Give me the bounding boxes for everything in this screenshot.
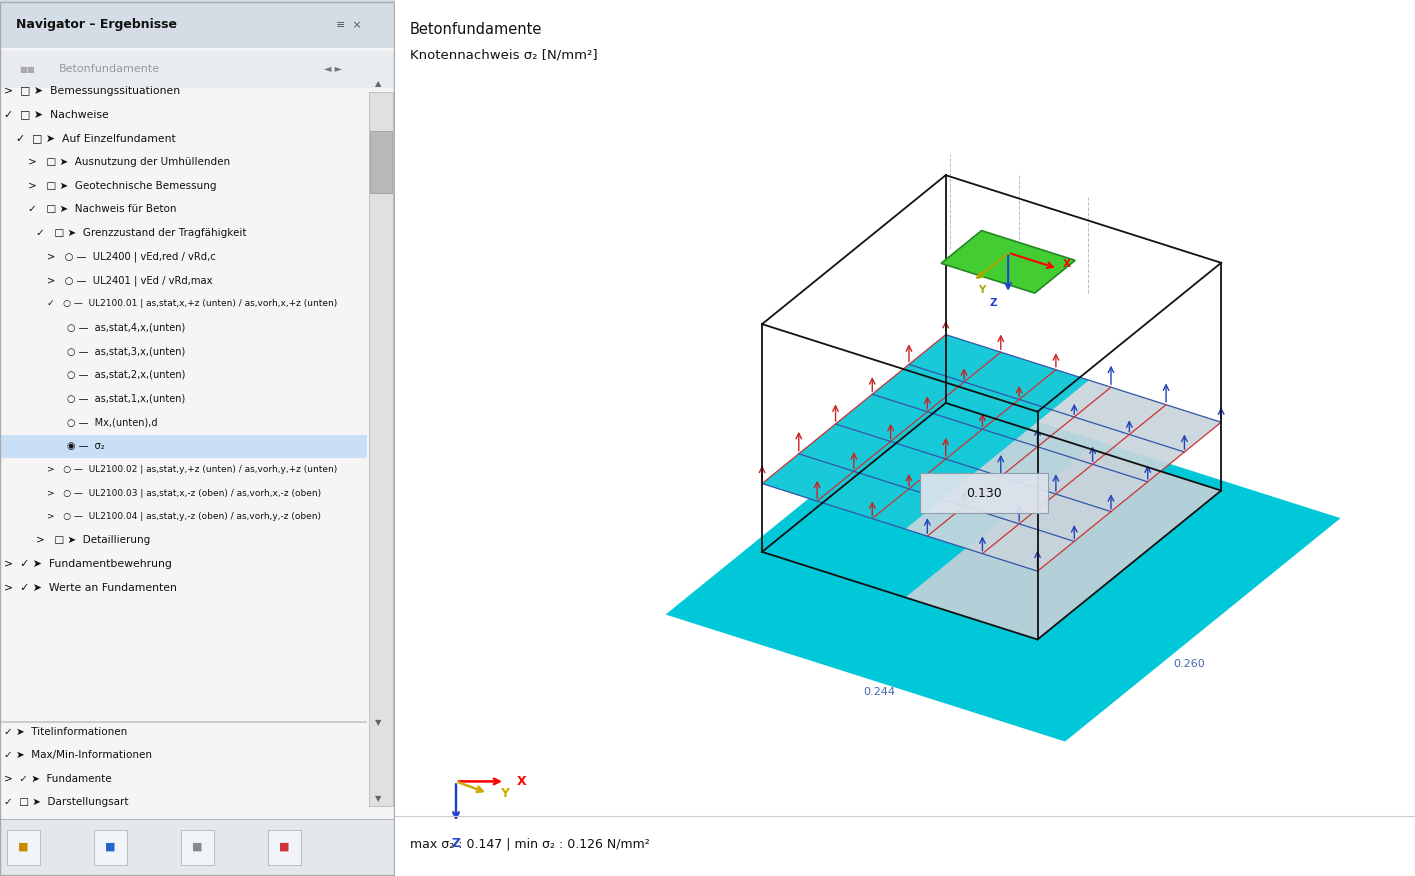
Polygon shape xyxy=(763,335,1090,529)
Text: ✓   □ ➤  Grenzzustand der Tragfähigkeit: ✓ □ ➤ Grenzzustand der Tragfähigkeit xyxy=(35,228,246,238)
FancyBboxPatch shape xyxy=(181,830,214,865)
Text: >   ○ —  UL2100.03 | as,stat,x,-z (oben) / as,vorh,x,-z (oben): > ○ — UL2100.03 | as,stat,x,-z (oben) / … xyxy=(47,489,321,498)
Text: ■: ■ xyxy=(18,842,28,852)
Text: Z: Z xyxy=(451,837,460,850)
Text: ✓  □ ➤  Darstellungsart: ✓ □ ➤ Darstellungsart xyxy=(4,797,129,808)
Text: ✓ ➤  Titelinformationen: ✓ ➤ Titelinformationen xyxy=(4,726,127,737)
FancyBboxPatch shape xyxy=(395,0,1415,876)
Text: max σ₂ : 0.147 | min σ₂ : 0.126 N/mm²: max σ₂ : 0.147 | min σ₂ : 0.126 N/mm² xyxy=(410,837,649,850)
Polygon shape xyxy=(763,335,1221,571)
Text: >   ○ —  UL2100.04 | as,stat,y,-z (oben) / as,vorh,y,-z (oben): > ○ — UL2100.04 | as,stat,y,-z (oben) / … xyxy=(47,512,321,521)
Text: ○ —  as,stat,3,x,(unten): ○ — as,stat,3,x,(unten) xyxy=(67,346,185,357)
FancyBboxPatch shape xyxy=(7,830,40,865)
FancyBboxPatch shape xyxy=(369,92,393,806)
Text: ▼: ▼ xyxy=(375,718,382,727)
FancyBboxPatch shape xyxy=(0,435,366,458)
Text: >   □ ➤  Geotechnische Bemessung: > □ ➤ Geotechnische Bemessung xyxy=(28,180,216,191)
Text: >   ○ —  UL2400 | vEd,red / vRd,c: > ○ — UL2400 | vEd,red / vRd,c xyxy=(47,251,216,262)
Text: ■: ■ xyxy=(105,842,116,852)
Text: ○ —  Mx,(unten),d: ○ — Mx,(unten),d xyxy=(67,417,157,427)
Text: ✓  □ ➤  Nachweise: ✓ □ ➤ Nachweise xyxy=(4,110,109,120)
Text: ◄ ►: ◄ ► xyxy=(324,64,342,74)
Text: 0.130: 0.130 xyxy=(966,487,1002,500)
Text: ≡  ×: ≡ × xyxy=(335,19,361,30)
Text: ○ —  as,stat,2,x,(unten): ○ — as,stat,2,x,(unten) xyxy=(67,370,185,380)
Polygon shape xyxy=(763,403,1221,639)
Text: >   ○ —  UL2401 | vEd / vRd,max: > ○ — UL2401 | vEd / vRd,max xyxy=(47,275,212,286)
Text: ✓  □ ➤  Auf Einzelfundament: ✓ □ ➤ Auf Einzelfundament xyxy=(16,133,175,144)
FancyBboxPatch shape xyxy=(93,830,127,865)
Text: Y: Y xyxy=(499,787,509,800)
Text: X: X xyxy=(1063,259,1071,269)
Text: Betonfundamente: Betonfundamente xyxy=(410,22,542,37)
FancyBboxPatch shape xyxy=(0,721,366,723)
Text: ■■: ■■ xyxy=(20,65,35,74)
FancyBboxPatch shape xyxy=(0,0,395,48)
Text: 0.260: 0.260 xyxy=(1173,660,1204,669)
Text: >  ✓ ➤  Werte an Fundamenten: > ✓ ➤ Werte an Fundamenten xyxy=(4,583,177,593)
Text: ✓ ➤  Max/Min-Informationen: ✓ ➤ Max/Min-Informationen xyxy=(4,750,151,760)
Text: Betonfundamente: Betonfundamente xyxy=(59,64,160,74)
Text: ✓   □ ➤  Nachweis für Beton: ✓ □ ➤ Nachweis für Beton xyxy=(28,204,175,215)
Text: >   □ ➤  Ausnutzung der Umhüllenden: > □ ➤ Ausnutzung der Umhüllenden xyxy=(28,157,229,167)
Text: Navigator – Ergebnisse: Navigator – Ergebnisse xyxy=(16,18,177,31)
Text: Knotennachweis σ₂ [N/mm²]: Knotennachweis σ₂ [N/mm²] xyxy=(410,48,597,61)
Text: ✓   ○ —  UL2100.01 | as,stat,x,+z (unten) / as,vorh,x,+z (unten): ✓ ○ — UL2100.01 | as,stat,x,+z (unten) /… xyxy=(47,300,338,308)
Text: >  ✓ ➤  Fundamentbewehrung: > ✓ ➤ Fundamentbewehrung xyxy=(4,559,171,569)
Polygon shape xyxy=(665,391,1340,741)
Text: ◉ —  σ₂: ◉ — σ₂ xyxy=(67,441,105,451)
FancyBboxPatch shape xyxy=(0,819,395,876)
Text: ○ —  as,stat,4,x,(unten): ○ — as,stat,4,x,(unten) xyxy=(67,322,185,333)
Text: Z: Z xyxy=(989,298,996,308)
FancyBboxPatch shape xyxy=(920,473,1049,513)
Text: >  □ ➤  Bemessungssituationen: > □ ➤ Bemessungssituationen xyxy=(4,86,180,96)
Text: Y: Y xyxy=(978,286,986,295)
FancyBboxPatch shape xyxy=(371,131,392,193)
Text: ○ —  as,stat,1,x,(unten): ○ — as,stat,1,x,(unten) xyxy=(67,393,185,404)
Text: ■: ■ xyxy=(192,842,202,852)
FancyBboxPatch shape xyxy=(267,830,301,865)
Text: ▲: ▲ xyxy=(375,79,382,88)
Text: X: X xyxy=(518,775,526,788)
Text: 0.244: 0.244 xyxy=(863,688,896,697)
FancyBboxPatch shape xyxy=(0,51,395,88)
Polygon shape xyxy=(941,230,1075,293)
Text: >   ○ —  UL2100.02 | as,stat,y,+z (unten) / as,vorh,y,+z (unten): > ○ — UL2100.02 | as,stat,y,+z (unten) /… xyxy=(47,465,338,474)
Text: >  ✓ ➤  Fundamente: > ✓ ➤ Fundamente xyxy=(4,774,112,784)
Text: ■: ■ xyxy=(279,842,290,852)
Text: ▼: ▼ xyxy=(375,795,382,803)
Polygon shape xyxy=(763,403,1090,597)
Text: >   □ ➤  Detaillierung: > □ ➤ Detaillierung xyxy=(35,535,150,546)
